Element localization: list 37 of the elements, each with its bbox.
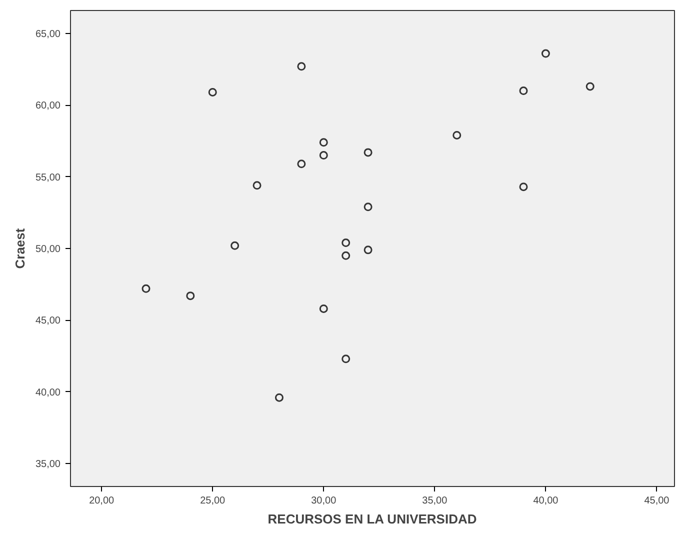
point xyxy=(252,181,262,190)
point xyxy=(297,62,306,71)
point xyxy=(541,49,550,58)
point xyxy=(297,160,306,168)
point xyxy=(342,238,350,248)
x-tick-label: 40,00 xyxy=(533,496,559,506)
point xyxy=(342,251,350,260)
point xyxy=(186,292,195,300)
point xyxy=(452,130,462,140)
point xyxy=(142,284,150,293)
x-tick-label: 45,00 xyxy=(644,496,670,506)
point xyxy=(319,138,328,147)
point xyxy=(364,202,372,212)
point xyxy=(364,148,372,157)
y-tick-label: 35,00 xyxy=(35,459,61,470)
point xyxy=(342,354,350,364)
y-tick-label: 45,00 xyxy=(35,316,61,327)
y-tick-label: 50,00 xyxy=(35,244,61,255)
point xyxy=(364,246,372,254)
point xyxy=(274,393,284,402)
x-tick-label: 30,00 xyxy=(311,496,337,506)
y-tick-label: 60,00 xyxy=(35,100,61,112)
x-tick-label: 35,00 xyxy=(422,496,448,506)
x-tick-label: 20,00 xyxy=(89,496,115,506)
point xyxy=(208,88,217,96)
point xyxy=(519,182,528,192)
y-axis-title: Craest xyxy=(12,228,28,269)
point xyxy=(519,86,528,96)
point xyxy=(319,304,328,313)
x-tick-label: 25,00 xyxy=(200,496,226,506)
y-tick-label: 40,00 xyxy=(35,387,61,398)
point xyxy=(586,82,594,91)
point xyxy=(230,241,240,250)
y-tick-label: 55,00 xyxy=(35,172,61,184)
y-tick-label: 65,00 xyxy=(35,28,61,40)
point xyxy=(319,151,328,160)
x-axis-title: RECURSOS EN LA UNIVERSIDAD xyxy=(268,512,477,526)
